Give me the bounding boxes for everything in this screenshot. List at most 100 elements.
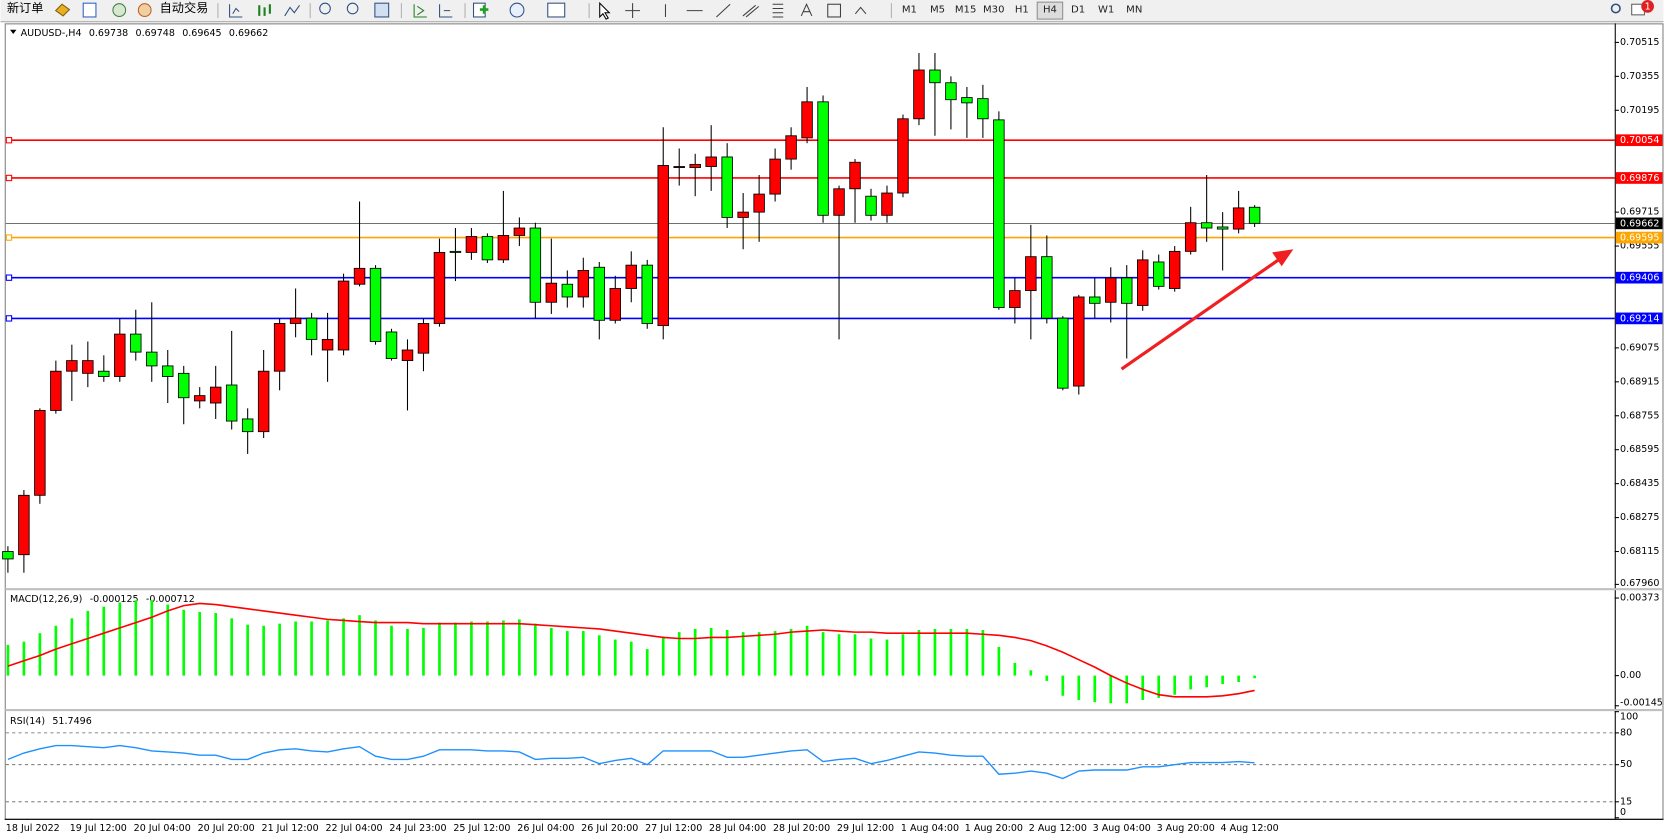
search[interactable]: [1610, 3, 1621, 14]
candle-body: [225, 384, 238, 422]
timeframe-button[interactable]: D1: [1071, 5, 1085, 16]
candle-body: [481, 236, 494, 261]
time-label: 21 Jul 12:00: [262, 823, 319, 834]
candle-body: [1041, 256, 1053, 319]
zoom-in[interactable]: [319, 2, 331, 15]
trendline[interactable]: [716, 3, 731, 18]
candle-body: [657, 165, 669, 327]
timeframe-button[interactable]: W1: [1098, 5, 1114, 16]
macd-bar: [374, 620, 377, 676]
time-label: 4 Aug 12:00: [1221, 823, 1279, 834]
macd-bar: [70, 618, 74, 676]
time-label: 18 Jul 2022: [6, 823, 60, 834]
y-tick-label: 0.67960: [1620, 578, 1659, 589]
y-tick-label: 0.68595: [1620, 444, 1659, 455]
y-tick-label: 0.69555: [1620, 241, 1659, 252]
y-tick-label: 0.00: [1620, 670, 1641, 681]
timeframe-button[interactable]: M30: [983, 5, 1005, 16]
label-tool[interactable]: [827, 3, 842, 18]
candle-body: [1232, 207, 1245, 230]
candle-body: [881, 192, 893, 216]
y-tick-label: 0.68755: [1620, 410, 1659, 421]
macd-bar: [150, 600, 154, 676]
candle-body: [673, 166, 685, 168]
icon[interactable]: [229, 4, 243, 18]
timeframe-button[interactable]: M15: [955, 5, 977, 16]
candle-body: [545, 282, 558, 303]
arrows[interactable]: [854, 6, 867, 15]
symbol-menu[interactable]: [10, 29, 17, 34]
macd-bar: [1189, 675, 1193, 690]
candle-body: [50, 370, 62, 411]
zoom-out[interactable]: [346, 2, 359, 15]
timeframe-button[interactable]: H4: [1043, 5, 1057, 16]
channel[interactable]: [742, 4, 760, 18]
icon[interactable]: [284, 4, 301, 17]
timeframe-button[interactable]: MN: [1126, 5, 1142, 16]
icon[interactable]: [137, 3, 152, 17]
time-label: 20 Jul 20:00: [198, 823, 255, 834]
macd-bar: [917, 630, 921, 676]
timeframe-button[interactable]: H1: [1015, 5, 1029, 16]
timeframe-button[interactable]: M5: [930, 5, 945, 16]
icon[interactable]: [82, 2, 97, 18]
panel-separator: [5, 588, 1663, 591]
timeframe-button[interactable]: M1: [902, 5, 917, 16]
icon[interactable]: [439, 4, 453, 18]
periods[interactable]: [509, 2, 525, 18]
icon[interactable]: [413, 4, 427, 18]
macd-bar: [566, 631, 569, 676]
macd-bar: [1029, 670, 1033, 676]
close-value: 0.69662: [229, 27, 268, 38]
candle-body: [641, 264, 653, 324]
macd-bar: [486, 621, 489, 676]
low-value: 0.69645: [182, 27, 221, 38]
notification-count[interactable]: 1: [1645, 1, 1651, 12]
macd-bar: [1141, 675, 1145, 701]
macd-bar: [965, 628, 969, 676]
macd-bar: [837, 634, 841, 676]
candle-body: [609, 288, 622, 321]
candle-body: [1121, 277, 1133, 304]
fibonacci[interactable]: [772, 3, 784, 18]
candle-body: [945, 82, 957, 101]
macd-bar: [821, 632, 825, 676]
macd-bar: [198, 611, 202, 676]
candle-body: [289, 317, 302, 324]
cursor[interactable]: [599, 1, 611, 20]
candle-body: [1057, 317, 1069, 389]
time-label: 20 Jul 04:00: [134, 823, 191, 834]
macd-bar: [789, 628, 793, 676]
level-handle: [5, 137, 13, 144]
icon[interactable]: [54, 3, 71, 17]
new-order-label[interactable]: 新订单: [7, 0, 44, 15]
macd-signal-line: [7, 602, 1255, 698]
auto-trade-label[interactable]: 自动交易: [160, 0, 209, 15]
level-price-box: [1615, 312, 1663, 325]
macd-bar: [581, 631, 585, 676]
candle-body: [385, 331, 398, 359]
level-price-label: 0.69214: [1620, 313, 1659, 324]
tile-windows[interactable]: [374, 2, 390, 18]
macd-bar: [342, 618, 345, 676]
macd-bar: [38, 633, 42, 676]
icon[interactable]: [258, 4, 271, 16]
macd-bar: [118, 602, 122, 676]
panel-separator: [5, 709, 1663, 712]
icon[interactable]: [479, 5, 489, 14]
candle-body: [865, 195, 877, 216]
macd-bar: [246, 624, 249, 676]
time-label: 1 Aug 04:00: [901, 823, 959, 834]
crosshair[interactable]: [625, 3, 641, 19]
macd-bar: [502, 620, 505, 676]
notification-badge[interactable]: [1641, 0, 1654, 13]
macd-bar: [6, 644, 10, 676]
templates[interactable]: [547, 2, 566, 18]
new-order-button[interactable]: [2, 2, 50, 20]
y-tick-label: 100: [1620, 711, 1638, 722]
text-tool[interactable]: [800, 2, 813, 17]
candle-body: [18, 494, 30, 556]
macd-bar: [1109, 675, 1113, 704]
icon[interactable]: [112, 3, 127, 17]
level-price-label: 0.69595: [1620, 233, 1659, 244]
